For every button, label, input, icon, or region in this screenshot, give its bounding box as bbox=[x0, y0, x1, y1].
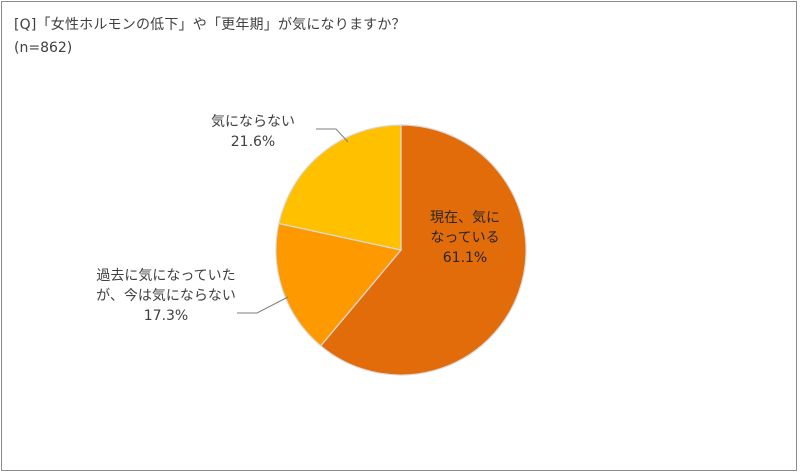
pie-slice-0 bbox=[319, 124, 527, 376]
slice-label-2: 気にならない bbox=[211, 114, 295, 130]
slice-label-0: なっている bbox=[430, 230, 499, 246]
slice-label-0: 現在、気に bbox=[430, 210, 500, 226]
pie-slice-2 bbox=[278, 124, 402, 251]
slice-label-1: が、今は気にならない bbox=[96, 288, 236, 304]
slice-value-label-1: 17.3% bbox=[144, 308, 188, 324]
pie-slice-1 bbox=[275, 222, 403, 347]
leader-line-2 bbox=[316, 128, 349, 143]
leader-line-1 bbox=[237, 296, 289, 314]
chart-title: [Q]「女性ホルモンの低下」や「更年期」が気になりますか？ bbox=[14, 17, 406, 33]
chart-subtitle: (n=862) bbox=[14, 40, 73, 56]
slice-value-label-2: 21.6% bbox=[231, 134, 275, 150]
slice-label-1: 過去に気になっていた bbox=[96, 268, 235, 284]
slice-value-label-0: 61.1% bbox=[443, 250, 487, 266]
